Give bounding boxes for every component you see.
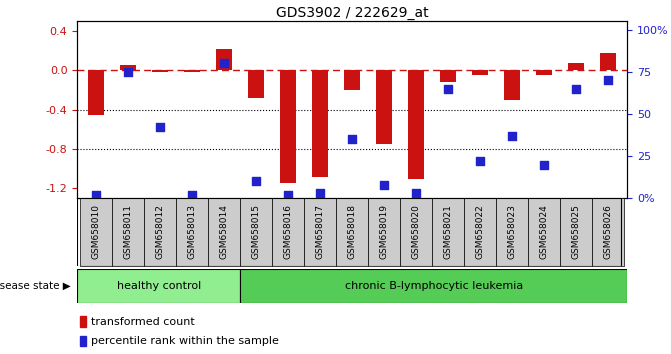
Bar xyxy=(144,198,176,266)
Text: GSM658013: GSM658013 xyxy=(188,204,197,259)
Bar xyxy=(528,198,560,266)
Text: GSM658014: GSM658014 xyxy=(220,204,229,259)
Title: GDS3902 / 222629_at: GDS3902 / 222629_at xyxy=(276,6,429,20)
Bar xyxy=(472,70,488,75)
Point xyxy=(283,192,294,198)
Text: GSM658026: GSM658026 xyxy=(604,204,613,259)
Text: GSM658021: GSM658021 xyxy=(444,204,453,259)
Bar xyxy=(240,269,627,303)
Text: GSM658018: GSM658018 xyxy=(348,204,357,259)
Point xyxy=(155,125,166,130)
Bar xyxy=(497,198,528,266)
Text: GSM658015: GSM658015 xyxy=(252,204,261,259)
Point xyxy=(91,192,102,198)
Bar xyxy=(401,198,432,266)
Bar xyxy=(208,198,240,266)
Bar xyxy=(408,70,424,178)
Bar xyxy=(536,70,552,75)
Point xyxy=(123,69,134,75)
Bar xyxy=(81,316,86,327)
Point xyxy=(315,190,325,196)
Text: GSM658022: GSM658022 xyxy=(476,205,484,259)
Bar xyxy=(464,198,497,266)
Bar xyxy=(240,198,272,266)
Text: GSM658025: GSM658025 xyxy=(572,204,580,259)
Point xyxy=(219,61,229,66)
Bar xyxy=(120,65,136,70)
Bar xyxy=(432,198,464,266)
Bar xyxy=(216,49,232,70)
Text: GSM658010: GSM658010 xyxy=(92,204,101,259)
Point xyxy=(571,86,582,91)
Point xyxy=(603,78,613,83)
Bar xyxy=(592,198,624,266)
Text: GSM658020: GSM658020 xyxy=(412,204,421,259)
Bar xyxy=(568,63,584,70)
Bar xyxy=(312,70,328,177)
Text: GSM658016: GSM658016 xyxy=(284,204,293,259)
Bar xyxy=(89,70,105,115)
Text: GSM658011: GSM658011 xyxy=(124,204,133,259)
Bar xyxy=(304,198,336,266)
Bar xyxy=(600,53,616,70)
Bar xyxy=(376,70,393,144)
Bar xyxy=(152,70,168,72)
Bar xyxy=(344,70,360,90)
Point xyxy=(411,190,421,196)
Bar xyxy=(504,70,520,100)
Text: GSM658024: GSM658024 xyxy=(539,205,549,259)
Point xyxy=(187,192,198,198)
Bar xyxy=(272,198,304,266)
Bar xyxy=(336,198,368,266)
Point xyxy=(379,182,390,188)
Text: chronic B-lymphocytic leukemia: chronic B-lymphocytic leukemia xyxy=(345,281,523,291)
Text: healthy control: healthy control xyxy=(117,281,201,291)
Text: percentile rank within the sample: percentile rank within the sample xyxy=(91,336,278,346)
Point xyxy=(251,178,262,184)
Bar xyxy=(81,198,112,266)
Bar xyxy=(112,198,144,266)
Bar xyxy=(368,198,401,266)
Bar xyxy=(81,336,86,346)
Bar xyxy=(185,70,201,72)
Text: GSM658017: GSM658017 xyxy=(316,204,325,259)
Bar xyxy=(77,269,240,303)
Point xyxy=(347,136,358,142)
Point xyxy=(443,86,454,91)
Bar xyxy=(248,70,264,98)
Text: GSM658019: GSM658019 xyxy=(380,204,389,259)
Bar xyxy=(176,198,208,266)
Bar xyxy=(280,70,297,183)
Text: GSM658012: GSM658012 xyxy=(156,204,165,259)
Text: transformed count: transformed count xyxy=(91,317,195,327)
Text: disease state ▶: disease state ▶ xyxy=(0,281,70,291)
Bar xyxy=(440,70,456,82)
Point xyxy=(539,162,550,167)
Text: GSM658023: GSM658023 xyxy=(508,204,517,259)
Bar xyxy=(560,198,592,266)
Point xyxy=(507,133,517,139)
Point xyxy=(475,158,486,164)
